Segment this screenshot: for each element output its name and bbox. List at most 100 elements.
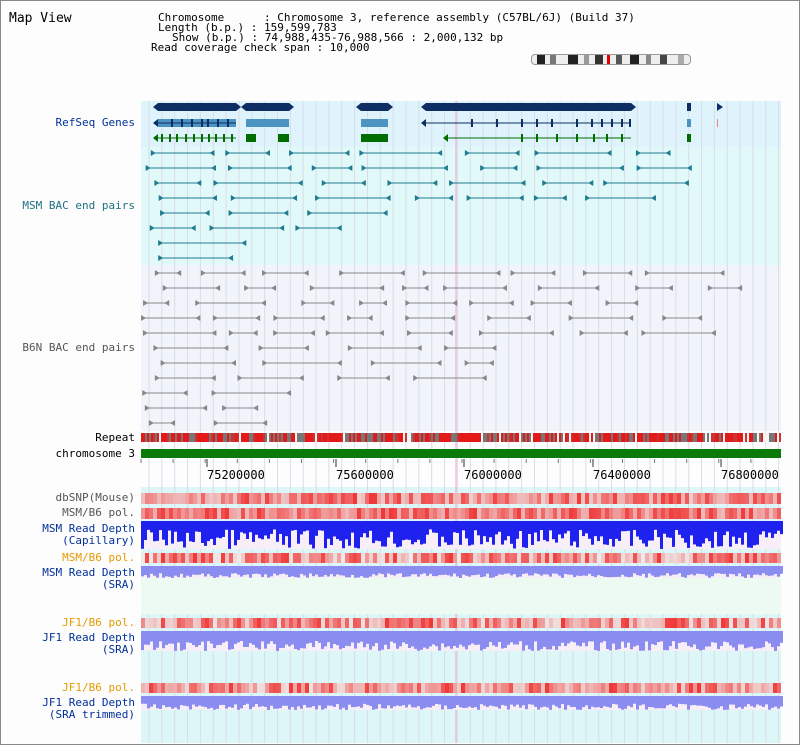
b6n-bac-pair-end	[222, 405, 228, 411]
jf1-b6-pol-heat	[301, 618, 305, 628]
msm-b6-pol-sra-heat	[509, 553, 513, 563]
repeat-segment	[419, 433, 421, 442]
msm-depth-sra-bar	[327, 566, 330, 577]
msm-depth-sra-bar	[747, 566, 750, 575]
jf1-read-depth-sra-label[interactable]: JF1 Read Depth (SRA)	[42, 631, 135, 656]
msm-depth-capillary-bar	[582, 521, 585, 537]
repeat-segment	[743, 433, 745, 442]
jf1-b6-pol-heat	[625, 618, 629, 628]
jf1-depth-trim-bar	[141, 696, 144, 704]
refseq-transcript-arrow	[153, 119, 158, 127]
msm-bac-pair-end	[286, 165, 292, 171]
msm-bac-label[interactable]: MSM BAC end pairs	[22, 199, 135, 212]
jf1-depth-trim-bar	[639, 696, 642, 706]
msm-depth-capillary-bar	[585, 521, 588, 534]
msm-read-depth-capillary-label[interactable]: MSM Read Depth (Capillary)	[42, 522, 135, 547]
repeat-segment	[193, 433, 195, 442]
msm-depth-sra-bar	[285, 566, 288, 575]
msm-b6-pol-heat	[513, 508, 517, 519]
msm-b6-pol-sra-heat	[185, 553, 189, 563]
msm-depth-sra-bar	[261, 566, 264, 577]
repeat-segment	[339, 433, 341, 442]
refseq-genes-label[interactable]: RefSeq Genes	[55, 116, 135, 129]
jf1-depth-trim-bar	[405, 696, 408, 708]
repeat-segment	[579, 433, 581, 442]
msm-depth-sra-bar	[636, 566, 639, 576]
repeat-segment	[299, 433, 301, 442]
jf1-b6-pol-heat	[469, 618, 473, 628]
jf1-b6-pol-trim-label[interactable]: JF1/B6 pol.	[62, 681, 135, 694]
repeat-segment	[501, 433, 503, 442]
repeat-segment	[251, 433, 253, 442]
b6n-bac-pair-end	[635, 285, 641, 291]
msm-depth-sra-bar	[420, 566, 423, 575]
dbsnp-heat	[445, 493, 449, 504]
jf1-depth-trim-bar	[312, 696, 315, 707]
msm-depth-sra-bar	[303, 566, 306, 576]
jf1-b6-pol-heat	[673, 618, 677, 628]
jf1-depth-trim-bar	[366, 696, 369, 705]
jf1-depth-trim-bar	[648, 696, 651, 708]
b6n-bac-pair-end	[319, 315, 325, 321]
msm-b6-pol-label[interactable]: MSM/B6 pol.	[62, 506, 135, 519]
msm-bac-pair-end	[241, 240, 247, 246]
jf1-depth-sra-bar	[450, 631, 453, 649]
jf1-depth-sra-bar	[567, 631, 570, 644]
msm-depth-sra-bar	[777, 566, 780, 577]
msm-depth-capillary-bar	[279, 521, 282, 534]
msm-depth-capillary-bar	[522, 521, 525, 548]
jf1-depth-sra-bar	[417, 631, 420, 651]
msm-b6-pol-sra-label[interactable]: MSM/B6 pol.	[62, 551, 135, 564]
repeat-segment	[765, 433, 767, 442]
msm-bac-pair-end	[196, 180, 202, 186]
msm-read-depth-sra-label[interactable]: MSM Read Depth (SRA)	[42, 566, 135, 591]
msm-b6-pol-heat	[741, 508, 745, 519]
msm-b6-pol-heat	[497, 508, 501, 519]
jf1-depth-sra-bar	[429, 631, 432, 647]
msm-b6-pol-heat	[641, 508, 645, 519]
repeat-segment	[401, 433, 403, 442]
dbsnp-heat	[289, 493, 293, 504]
repeat-segment	[557, 433, 559, 442]
jf1-b6-pol-trim-heat	[169, 683, 173, 693]
dbsnp-heat	[221, 493, 225, 504]
jf1-depth-trim-bar	[162, 696, 165, 706]
dbsnp-heat	[357, 493, 361, 504]
b6n-bac-pair-end	[339, 270, 345, 276]
b6n-bac-pair-end	[325, 330, 331, 336]
dbsnp-label[interactable]: dbSNP(Mouse)	[55, 491, 135, 504]
msm-b6-pol-sra-heat	[409, 553, 413, 563]
msm-bac-pair-end	[606, 150, 612, 156]
msm-b6-pol-heat	[349, 508, 353, 519]
jf1-depth-sra-bar	[702, 631, 705, 650]
jf1-depth-trim-bar	[534, 696, 537, 707]
repeat-segment	[699, 433, 701, 442]
dbsnp-heat	[509, 493, 513, 504]
jf1-depth-sra-bar	[513, 631, 516, 645]
dbsnp-heat	[661, 493, 665, 504]
msm-b6-pol-heat	[725, 508, 729, 519]
dbsnp-heat	[497, 493, 501, 504]
refseq-transcript-exon	[591, 119, 593, 127]
msm-bac-pair-end	[561, 195, 567, 201]
b6n-bac-label[interactable]: B6N BAC end pairs	[22, 341, 135, 354]
jf1-depth-sra-bar	[534, 631, 537, 642]
msm-depth-sra-bar	[348, 566, 351, 578]
jf1-b6-pol-trim-heat	[533, 683, 537, 693]
jf1-depth-trim-bar	[381, 696, 384, 709]
dbsnp-heat	[673, 493, 677, 504]
msm-b6-pol-heat	[577, 508, 581, 519]
jf1-depth-sra-bar	[489, 631, 492, 642]
jf1-read-depth-trim-label[interactable]: JF1 Read Depth (SRA trimmed)	[42, 696, 135, 721]
jf1-depth-trim-bar	[339, 696, 342, 710]
dbsnp-heat	[709, 493, 713, 504]
msm-depth-capillary-bar	[765, 521, 768, 538]
repeat-segment	[321, 433, 323, 442]
chromosome-ideogram[interactable]	[531, 54, 691, 65]
repeat-segment	[277, 433, 279, 442]
repeat-segment	[289, 433, 291, 442]
msm-b6-pol-heat	[537, 508, 541, 519]
b6n-bac-pair-end	[530, 300, 536, 306]
jf1-b6-pol-label[interactable]: JF1/B6 pol.	[62, 616, 135, 629]
